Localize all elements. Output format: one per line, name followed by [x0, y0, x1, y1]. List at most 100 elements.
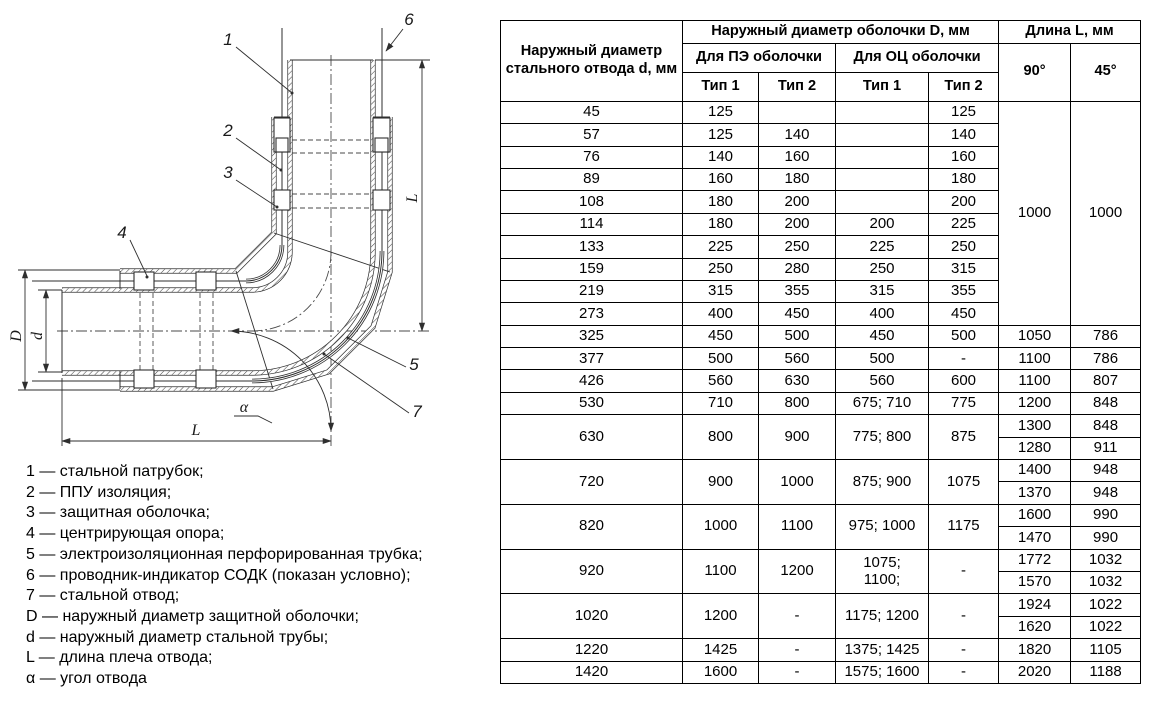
cell: 200	[758, 212, 836, 237]
cell: 133	[500, 235, 683, 259]
cell: 125	[682, 100, 759, 125]
cell: 1620	[998, 615, 1072, 640]
table-row: 325 450 500 450 500 1050 786	[500, 324, 1142, 349]
table-header-row: Для ПЭ оболочки Для ОЦ оболочки 90° 45°	[501, 42, 1142, 102]
cell: 1022	[1070, 593, 1142, 617]
cell: 775	[927, 391, 1000, 416]
cell: 560	[758, 347, 836, 371]
cell: 355	[758, 279, 836, 304]
col-header-length: Длина L, мм	[998, 20, 1142, 44]
cell: 250	[758, 235, 836, 259]
cell: 1220	[500, 638, 683, 662]
table-row: 920 1100 1200 1075; 1100; - 1772 1032	[500, 548, 1142, 595]
cell	[835, 190, 929, 214]
cell: 400	[835, 302, 929, 326]
cell: 1600	[682, 660, 759, 684]
cell: 125	[682, 123, 759, 147]
cell: 1100	[682, 548, 759, 595]
cell: 807	[1070, 369, 1142, 393]
table-row: 720 900 1000 875; 900 1075 1400 948	[500, 459, 1142, 505]
col-header-type2-pe: Тип 2	[758, 71, 836, 102]
legend-item: D — наружный диаметр защитной оболочки;	[26, 607, 359, 625]
caps-and-seams	[61, 59, 391, 390]
cell: 1075	[927, 459, 1000, 505]
cell: 1300	[998, 414, 1072, 438]
cell: 1600	[998, 503, 1072, 528]
legend-item: 6 — проводник-индикатор СОДК (показан ус…	[26, 566, 411, 584]
cell: 160	[682, 167, 759, 192]
cell: 1075; 1100;	[835, 548, 929, 595]
cell: 225	[835, 235, 929, 259]
cell: 159	[500, 257, 683, 281]
cell: 225	[927, 212, 1000, 237]
cell: 1924	[998, 593, 1072, 617]
cell: 1100	[998, 347, 1072, 371]
cell: 948	[1070, 481, 1142, 505]
casing-and-pipe-walls	[62, 60, 393, 392]
cell: -	[758, 638, 836, 662]
cell: 1032	[1070, 548, 1142, 573]
cell: 250	[682, 257, 759, 281]
cell: 160	[927, 145, 1000, 169]
cell: 560	[682, 369, 759, 393]
cell: 848	[1070, 414, 1142, 438]
cell: 875	[927, 414, 1000, 461]
cell: 1575; 1600	[835, 660, 929, 684]
cell: 786	[1070, 347, 1142, 371]
callout-2: 2	[222, 121, 233, 140]
table-row: 273 400 450 400 450	[500, 302, 1141, 326]
cell: 500	[682, 347, 759, 371]
callout-4: 4	[117, 223, 126, 242]
table-row: 76 140 160 160	[500, 145, 1141, 169]
cell: 450	[682, 324, 759, 349]
cell: 1200	[758, 548, 836, 595]
cell: 114	[500, 212, 683, 237]
table-row: 377 500 560 500 - 1100 786	[500, 347, 1142, 371]
cell: -	[758, 593, 836, 640]
cell: 500	[835, 347, 929, 371]
cell: -	[927, 593, 1000, 640]
cell: 57	[500, 123, 683, 147]
cell: 900	[682, 459, 759, 505]
table-row: 114 180 200 200 225	[500, 212, 1141, 237]
col-header-45deg: 45°	[1070, 42, 1142, 102]
cell: 200	[835, 212, 929, 237]
cell: 315	[927, 257, 1000, 281]
cell: -	[927, 660, 1000, 684]
cell: 900	[758, 414, 836, 461]
legend-item: α — угол отвода	[26, 670, 147, 688]
cell: 675; 710	[835, 391, 929, 416]
dim-L-bottom-label: L	[191, 422, 201, 439]
col-header-type2-oc: Тип 2	[927, 71, 1000, 102]
cell: 315	[682, 279, 759, 304]
cell: 1200	[998, 391, 1072, 416]
cell: 1570	[998, 570, 1072, 595]
cell: 180	[927, 167, 1000, 192]
cell: 530	[500, 391, 683, 416]
cell: 180	[758, 167, 836, 192]
cell: 990	[1070, 526, 1142, 550]
cell: 990	[1070, 503, 1142, 528]
cell: 250	[835, 257, 929, 281]
table-row: 45 125 125 1000 1000	[500, 100, 1142, 326]
cell	[835, 145, 929, 169]
cell: 1175	[927, 503, 1000, 550]
cell: 1022	[1070, 615, 1142, 640]
dim-L-right-label: L	[404, 193, 421, 203]
table-row: 530 710 800 675; 710 775 1200 848	[500, 391, 1142, 416]
dim-D-label: D	[8, 330, 25, 343]
table-header-row: Тип 1 Тип 2 Тип 1 Тип 2	[501, 71, 1141, 102]
table-row: 1570 1032	[501, 570, 1142, 595]
col-header-pe-casing: Для ПЭ оболочки	[682, 42, 836, 73]
cell: 875; 900	[835, 459, 929, 505]
cell: 200	[927, 190, 1000, 214]
cell: 911	[1070, 436, 1142, 461]
cell: 76	[500, 145, 683, 169]
table-row: 1020 1200 - 1175; 1200 - 1924 1022	[500, 593, 1142, 640]
callout-6: 6	[404, 10, 414, 29]
cell: -	[927, 638, 1000, 662]
cell: 1420	[500, 660, 683, 684]
cell: 108	[500, 190, 683, 214]
callout-7: 7	[412, 402, 422, 421]
